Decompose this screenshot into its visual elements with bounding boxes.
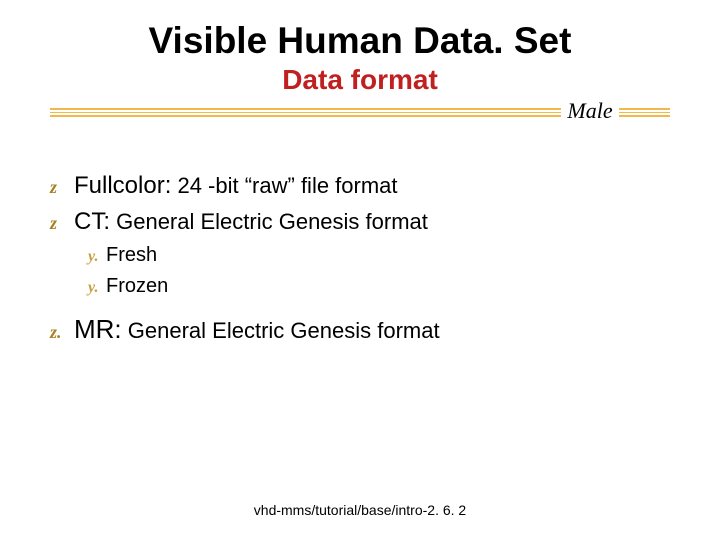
bullet-lead: Fullcolor: [74, 172, 171, 199]
content-area: z Fullcolor: 24 -bit “raw” file format z… [50, 172, 670, 345]
bullet-glyph-y: y. [88, 279, 100, 297]
bullet-item-ct: z CT: General Electric Genesis format [50, 208, 670, 236]
sub-bullet-list: y. Fresh y. Frozen [88, 244, 670, 298]
bullet-text: Fullcolor: 24 -bit “raw” file format [74, 172, 398, 200]
bullet-glyph-y: y. [88, 248, 100, 266]
bullet-text: MR: General Electric Genesis format [74, 314, 440, 345]
sub-bullet-frozen: y. Frozen [88, 275, 670, 298]
bullet-lead: MR: [74, 314, 122, 344]
bullet-glyph-z: z. [50, 322, 64, 343]
bullet-text: CT: General Electric Genesis format [74, 208, 428, 236]
bullet-lead: CT: [74, 208, 110, 235]
subtitle-text: Male [561, 98, 618, 124]
sub-bullet-text: Frozen [106, 275, 168, 298]
bullet-glyph-z: z [50, 177, 64, 198]
subtitle-row: Male [50, 98, 670, 126]
bullet-item-mr: z. MR: General Electric Genesis format [50, 314, 670, 345]
title-block: Visible Human Data. Set Data format Male [50, 20, 670, 126]
sub-bullet-text: Fresh [106, 244, 157, 267]
bullet-rest: General Electric Genesis format [110, 209, 428, 234]
title-sub: Data format [50, 64, 670, 96]
bullet-item-fullcolor: z Fullcolor: 24 -bit “raw” file format [50, 172, 670, 200]
bullet-rest: 24 -bit “raw” file format [171, 173, 397, 198]
bullet-rest: General Electric Genesis format [122, 318, 440, 343]
slide: Visible Human Data. Set Data format Male… [0, 0, 720, 540]
title-main: Visible Human Data. Set [50, 20, 670, 62]
bullet-glyph-z: z [50, 213, 64, 234]
sub-bullet-fresh: y. Fresh [88, 244, 670, 267]
footer-path: vhd-mms/tutorial/base/intro-2. 6. 2 [0, 502, 720, 518]
